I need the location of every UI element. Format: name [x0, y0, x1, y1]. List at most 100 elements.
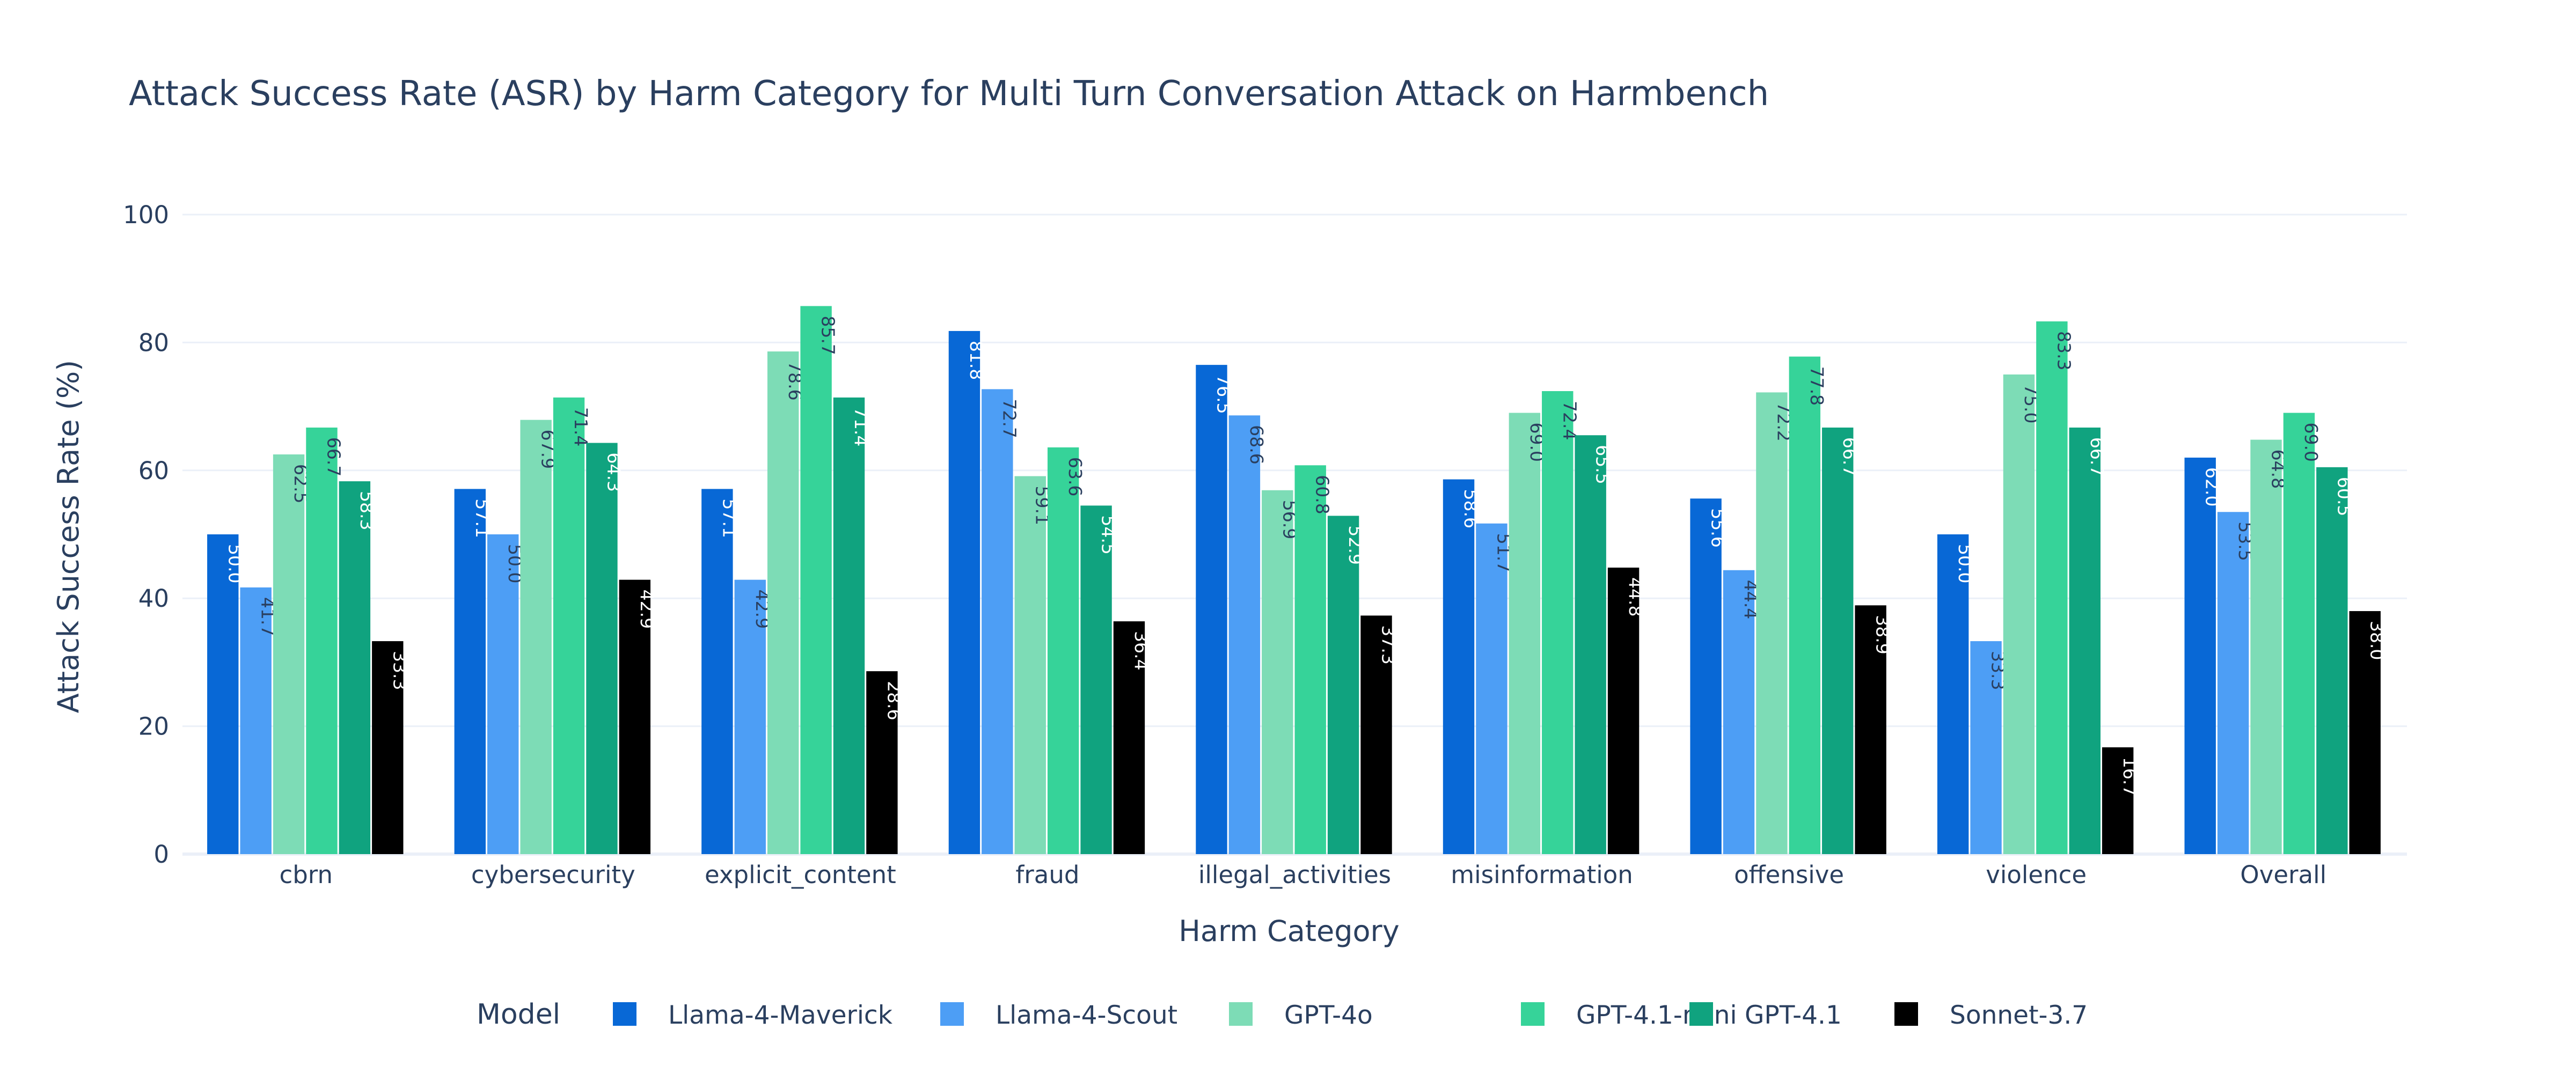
bar-value-label: 65.5 — [1592, 445, 1613, 484]
bar[interactable] — [2102, 747, 2134, 854]
bar[interactable] — [800, 306, 832, 854]
bar[interactable] — [1443, 479, 1475, 854]
bar[interactable] — [2349, 611, 2381, 854]
bar-value-label: 64.3 — [603, 453, 624, 492]
bar[interactable] — [1196, 365, 1227, 854]
x-tick-label: fraud — [1015, 861, 1079, 889]
bar-value-label: 76.5 — [1213, 374, 1234, 414]
bar-value-label: 57.1 — [472, 498, 493, 538]
legend-item-label[interactable]: GPT-4o — [1284, 1001, 1373, 1030]
bar[interactable] — [1360, 615, 1392, 854]
bar[interactable] — [339, 481, 371, 854]
bar-value-label: 16.7 — [2119, 757, 2140, 796]
bar-value-label: 52.9 — [1345, 525, 1366, 564]
bar[interactable] — [1756, 392, 1788, 854]
bar[interactable] — [1723, 570, 1755, 854]
legend-title: Model — [477, 998, 560, 1031]
x-tick-label: explicit_content — [705, 861, 896, 889]
bar[interactable] — [487, 534, 519, 854]
bar-value-label: 71.4 — [570, 407, 591, 446]
y-tick-label: 60 — [138, 457, 169, 485]
bar-value-label: 58.6 — [1460, 489, 1481, 528]
bar[interactable] — [1789, 356, 1821, 854]
bar[interactable] — [1476, 523, 1507, 854]
bar[interactable] — [833, 397, 865, 854]
x-tick-label: offensive — [1734, 861, 1844, 889]
bar[interactable] — [520, 420, 552, 854]
bar[interactable] — [948, 330, 980, 854]
legend-swatch — [613, 1002, 636, 1026]
legend-swatch — [1229, 1002, 1253, 1026]
bar[interactable] — [372, 641, 404, 854]
x-tick-label: misinformation — [1451, 861, 1633, 889]
bars: 50.041.762.566.758.333.357.150.067.971.4… — [207, 306, 2388, 854]
bar[interactable] — [866, 671, 898, 854]
bar[interactable] — [1113, 621, 1145, 854]
bar[interactable] — [1575, 435, 1606, 854]
bar[interactable] — [273, 454, 305, 854]
bar[interactable] — [2184, 457, 2216, 854]
bar[interactable] — [586, 443, 618, 854]
legend-item-label[interactable]: Llama-4-Scout — [996, 1001, 1177, 1030]
bar[interactable] — [1014, 476, 1046, 854]
bar[interactable] — [306, 427, 338, 854]
bar[interactable] — [701, 489, 733, 854]
legend-item-label[interactable]: Sonnet-3.7 — [1950, 1001, 2088, 1030]
bar[interactable] — [2283, 413, 2315, 854]
bar-value-label: 60.5 — [2333, 477, 2354, 516]
bar[interactable] — [1542, 391, 1574, 854]
x-tick-label: Overall — [2240, 861, 2326, 889]
legend: Model Llama-4-Maverick Llama-4-Scout GPT-4… — [477, 998, 2088, 1031]
legend-swatch — [1894, 1002, 1918, 1026]
y-tick-label: 100 — [123, 201, 169, 229]
bar[interactable] — [553, 397, 585, 854]
bar[interactable] — [1690, 498, 1722, 854]
bar[interactable] — [2003, 374, 2035, 854]
bar-value-label: 66.7 — [323, 437, 344, 476]
bar-value-label: 81.8 — [966, 341, 987, 380]
bar[interactable] — [1228, 415, 1261, 854]
bar[interactable] — [2036, 321, 2068, 854]
y-tick-label: 40 — [138, 584, 169, 613]
bar-value-label: 63.6 — [1065, 457, 1086, 496]
bar[interactable] — [2217, 512, 2249, 854]
bar-value-label: 62.0 — [2202, 467, 2223, 506]
bar[interactable] — [1970, 641, 2002, 854]
bar-value-label: 60.8 — [1312, 475, 1333, 514]
bar[interactable] — [1607, 567, 1640, 854]
bar[interactable] — [1822, 427, 1854, 854]
bar[interactable] — [1327, 516, 1359, 854]
bar[interactable] — [207, 534, 239, 854]
x-tick-label: cybersecurity — [471, 861, 635, 889]
bar[interactable] — [1509, 413, 1541, 854]
bar-value-label: 38.0 — [2367, 621, 2388, 660]
bar[interactable] — [240, 587, 272, 854]
bar-value-label: 38.9 — [1872, 615, 1893, 654]
bar[interactable] — [982, 389, 1013, 854]
legend-item-label[interactable]: Llama-4-Maverick — [668, 1001, 893, 1030]
bar[interactable] — [1047, 447, 1079, 854]
bar-value-label: 71.4 — [851, 407, 872, 446]
bar-value-label: 85.7 — [818, 315, 839, 355]
bar[interactable] — [1855, 605, 1886, 854]
bar[interactable] — [2316, 467, 2348, 854]
bar[interactable] — [1262, 490, 1293, 854]
bar[interactable] — [767, 351, 799, 854]
bar-value-label: 36.4 — [1131, 631, 1152, 670]
bar[interactable] — [1080, 505, 1112, 854]
bar[interactable] — [2250, 439, 2282, 854]
bar-value-label: 50.0 — [224, 544, 245, 583]
bar[interactable] — [454, 489, 486, 854]
bar-value-label: 50.0 — [1955, 544, 1975, 583]
x-tick-label: illegal_activities — [1198, 861, 1391, 889]
bar[interactable] — [2069, 427, 2101, 854]
bar[interactable] — [734, 579, 766, 854]
bar-value-label: 58.3 — [356, 491, 377, 530]
legend-item-label[interactable]: GPT-4.1 — [1745, 1001, 1842, 1030]
bar[interactable] — [1294, 465, 1326, 854]
y-tick-label: 0 — [153, 840, 169, 869]
bar[interactable] — [1937, 534, 1969, 854]
chart-title: Attack Success Rate (ASR) by Harm Catego… — [129, 74, 1769, 114]
bar[interactable] — [619, 579, 651, 854]
